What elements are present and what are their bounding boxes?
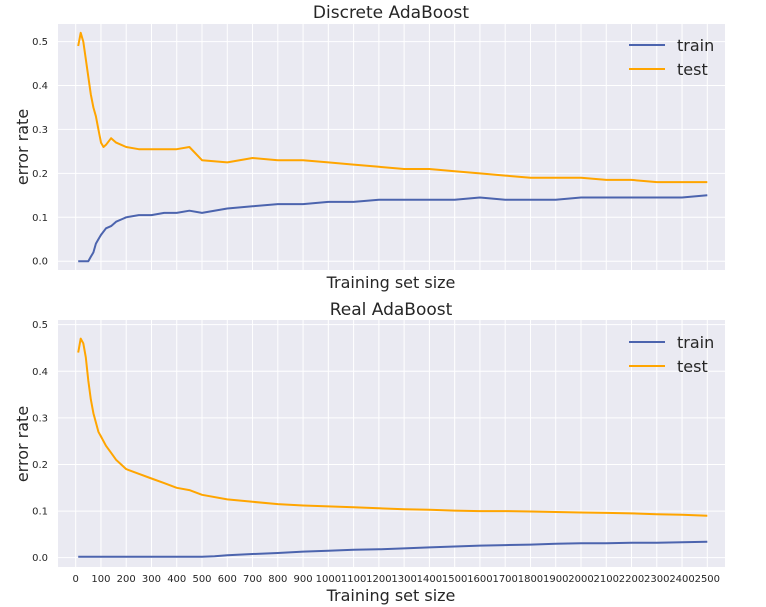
x-tick-label: 200 [117, 574, 136, 585]
x-tick-label: 2500 [695, 574, 720, 585]
y-tick-label: 0.3 [32, 125, 48, 136]
x-tick-label: 400 [167, 574, 186, 585]
x-tick-label: 1000 [316, 574, 341, 585]
y-tick-label: 0.1 [32, 507, 48, 518]
series-lines [77, 337, 708, 558]
x-axis-label: Training set size [326, 586, 456, 605]
y-tick-label: 0.5 [32, 37, 48, 48]
x-tick-label: 300 [142, 574, 161, 585]
y-tick-label: 0.0 [32, 257, 48, 268]
x-tick-label: 700 [243, 574, 262, 585]
x-tick-label: 2000 [568, 574, 593, 585]
y-tick-label: 0.2 [32, 460, 48, 471]
legend-label-train: train [677, 333, 714, 352]
x-tick-label: 2400 [669, 574, 694, 585]
x-tick-labels: 0 100 200 300 400 500 600 700 800 900 1000 1100 1200… [72, 574, 720, 585]
plot-area [58, 320, 725, 567]
legend-label-test: test [677, 60, 708, 79]
legend: train test [629, 36, 714, 79]
real-adaboost-panel: 0.0 0.1 0.2 0.3 0.4 0.5 0 100 200 300 400 500 600 70… [13, 300, 725, 605]
x-tick-label: 1500 [442, 574, 467, 585]
x-tick-label: 1900 [543, 574, 568, 585]
x-tick-label: 0 [72, 574, 78, 585]
y-tick-label: 0.4 [32, 367, 48, 378]
y-tick-label: 0.4 [32, 81, 48, 92]
x-tick-label: 1800 [518, 574, 543, 585]
y-axis-label: error rate [13, 109, 32, 185]
x-tick-label: 1300 [391, 574, 416, 585]
grid [58, 320, 725, 567]
legend: train test [629, 333, 714, 376]
chart-title: Discrete AdaBoost [313, 3, 469, 23]
x-tick-label: 2100 [594, 574, 619, 585]
x-tick-label: 1100 [341, 574, 366, 585]
y-tick-label: 0.3 [32, 413, 48, 424]
y-tick-label: 0.1 [32, 213, 48, 224]
y-axis-label: error rate [13, 406, 32, 482]
x-tick-label: 1600 [467, 574, 492, 585]
y-tick-labels: 0.0 0.1 0.2 0.3 0.4 0.5 [32, 320, 48, 564]
x-tick-label: 800 [268, 574, 287, 585]
x-tick-label: 1200 [366, 574, 391, 585]
x-tick-label: 1700 [492, 574, 517, 585]
y-tick-labels: 0.0 0.1 0.2 0.3 0.4 0.5 [32, 37, 48, 268]
x-tick-label: 900 [294, 574, 313, 585]
series-line-train [78, 540, 708, 558]
y-tick-label: 0.5 [32, 320, 48, 331]
series-lines [77, 31, 708, 263]
x-tick-label: 600 [218, 574, 237, 585]
series-line-test [77, 31, 708, 184]
x-tick-label: 2300 [644, 574, 669, 585]
plot-area [58, 24, 725, 270]
legend-label-train: train [677, 36, 714, 55]
series-line-train [78, 194, 708, 263]
x-tick-label: 2200 [619, 574, 644, 585]
y-tick-label: 0.0 [32, 553, 48, 564]
series-line-test [77, 337, 708, 517]
legend-label-test: test [677, 357, 708, 376]
chart-title: Real AdaBoost [330, 300, 453, 320]
discrete-adaboost-panel: 0.0 0.1 0.2 0.3 0.4 0.5 Discrete AdaBoost Tra… [13, 3, 725, 292]
x-tick-label: 100 [91, 574, 110, 585]
grid [58, 24, 725, 270]
x-axis-label: Training set size [326, 273, 456, 292]
x-tick-label: 500 [192, 574, 211, 585]
x-tick-label: 1400 [417, 574, 442, 585]
y-tick-label: 0.2 [32, 169, 48, 180]
